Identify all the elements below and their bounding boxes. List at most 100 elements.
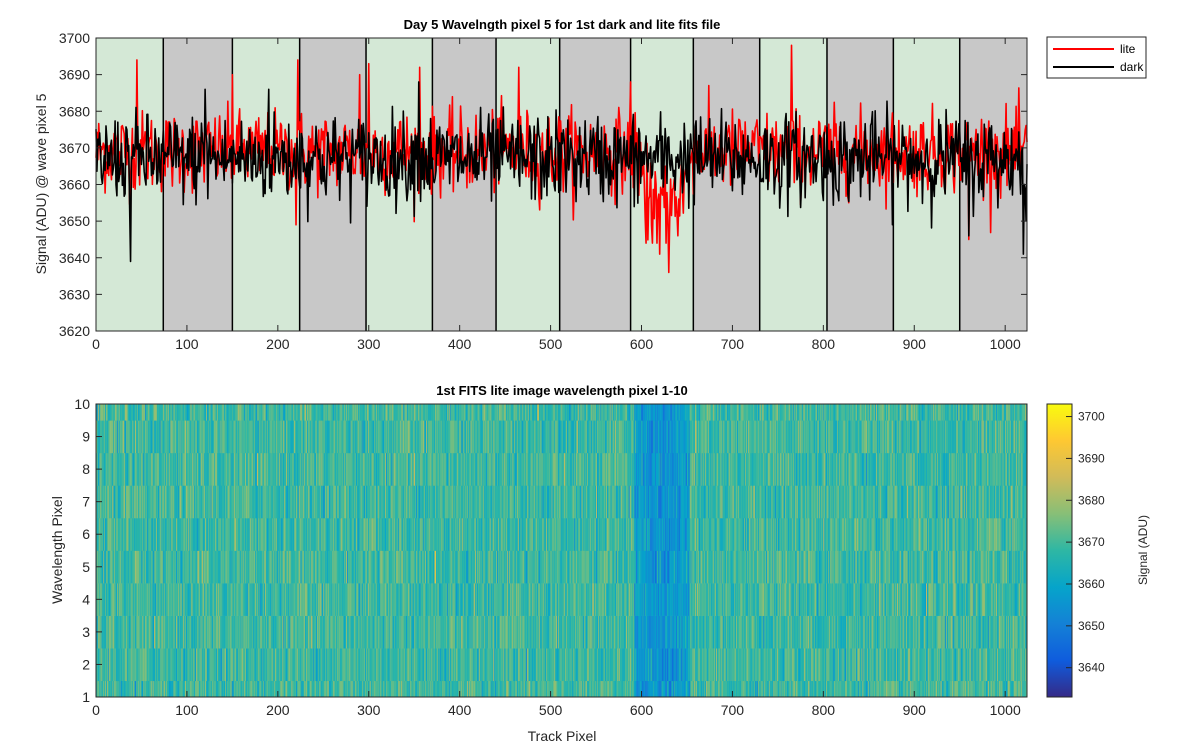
heatmap-cell	[549, 583, 551, 616]
heatmap-cell	[438, 648, 441, 682]
heatmap-cell	[378, 583, 381, 616]
heatmap-cell	[1021, 648, 1023, 682]
heatmap-cell	[867, 615, 870, 649]
heatmap-cell	[751, 648, 753, 682]
heatmap-cell	[321, 680, 323, 698]
heatmap-cell	[833, 680, 835, 698]
heatmap-cell	[742, 550, 744, 584]
heatmap-cell	[416, 583, 418, 616]
heatmap-cell	[544, 583, 546, 616]
heatmap-cell	[1015, 583, 1017, 616]
heatmap-cell	[377, 680, 380, 698]
heatmap-cell	[934, 648, 936, 682]
heatmap-cell	[484, 583, 486, 616]
heatmap-cell	[393, 615, 395, 649]
heatmap-cell	[130, 583, 132, 616]
heatmap-cell	[252, 648, 254, 682]
heatmap-cell	[447, 615, 450, 649]
heatmap-cell	[326, 615, 328, 649]
heatmap-cell	[416, 550, 418, 584]
heatmap-cell	[575, 583, 577, 616]
heatmap-cell	[462, 648, 464, 682]
heatmap-cell	[590, 680, 592, 698]
heatmap-cell	[404, 648, 406, 682]
heatmap-cell	[505, 680, 507, 698]
heatmap-cell	[615, 680, 617, 698]
heatmap-cell	[968, 680, 971, 698]
heatmap-cell	[604, 583, 606, 616]
heatmap-cell	[478, 615, 481, 649]
heatmap-cell	[380, 615, 382, 649]
heatmap-cell	[219, 680, 221, 698]
heatmap-cell	[747, 680, 750, 698]
heatmap-cell	[411, 680, 413, 698]
heatmap-cell	[297, 583, 300, 616]
heatmap-cell	[223, 583, 225, 616]
heatmap-cell	[236, 550, 238, 584]
heatmap-cell	[611, 648, 613, 682]
heatmap-cell	[609, 648, 611, 682]
heatmap-cell	[332, 615, 334, 649]
heatmap-cell	[739, 680, 741, 698]
heatmap-cell	[550, 583, 552, 616]
heatmap-cell	[708, 680, 711, 698]
heatmap-cell	[143, 550, 145, 584]
heatmap-cell	[306, 550, 309, 584]
heatmap-cell	[329, 648, 331, 682]
heatmap-cell	[516, 615, 518, 649]
heatmap-cell	[531, 550, 533, 584]
heatmap-cell	[160, 648, 162, 682]
heatmap-cell	[777, 648, 780, 682]
heatmap-cell	[951, 615, 953, 649]
heatmap-cell	[148, 583, 150, 616]
heatmap-cell	[180, 550, 182, 584]
heatmap-cell	[156, 615, 159, 649]
heatmap-cell	[754, 680, 756, 698]
heatmap-cell	[156, 550, 158, 584]
heatmap-cell	[504, 648, 506, 682]
heatmap-cell	[446, 550, 448, 584]
heatmap-cell	[108, 550, 110, 584]
heatmap-cell	[261, 550, 263, 584]
heatmap-cell	[582, 680, 584, 698]
heatmap-cell	[133, 648, 135, 682]
heatmap-cell	[629, 583, 631, 616]
heatmap-cell	[639, 583, 641, 616]
heatmap-cell	[348, 680, 351, 698]
heatmap-cell	[696, 648, 699, 682]
heatmap-cell	[687, 615, 690, 649]
heatmap-cell	[308, 615, 311, 649]
heatmap-cell	[886, 583, 888, 616]
heatmap-cell	[765, 648, 767, 682]
heatmap-cell	[855, 680, 857, 698]
heatmap-cell	[376, 583, 379, 616]
heatmap-cell	[793, 583, 795, 616]
heatmap-cell	[875, 615, 877, 649]
heatmap-cell	[509, 550, 511, 584]
heatmap-cell	[172, 615, 174, 649]
heatmap-cell	[936, 648, 939, 682]
heatmap-cell	[319, 550, 321, 584]
heatmap-cell	[707, 648, 710, 682]
heatmap-cell	[350, 583, 352, 616]
heatmap-cell	[399, 550, 401, 584]
heatmap-cell	[938, 583, 941, 616]
heatmap-cell	[442, 648, 444, 682]
heatmap-cell	[698, 550, 701, 584]
heatmap-cell	[526, 583, 529, 616]
heatmap-cell	[206, 615, 208, 649]
heatmap-cell	[621, 550, 623, 584]
heatmap-cell	[546, 680, 548, 698]
heatmap-cell	[386, 615, 388, 649]
heatmap-cell	[656, 583, 659, 616]
heatmap-cell	[471, 680, 473, 698]
heatmap-cells	[96, 404, 1028, 698]
heatmap-cell	[548, 583, 551, 616]
heatmap-cell	[520, 550, 522, 584]
heatmap-cell	[302, 680, 304, 698]
heatmap-cell	[510, 648, 512, 682]
heatmap-cell	[723, 615, 725, 649]
heatmap-cell	[203, 648, 205, 682]
heatmap-cell	[596, 680, 598, 698]
heatmap-cell	[467, 680, 470, 698]
